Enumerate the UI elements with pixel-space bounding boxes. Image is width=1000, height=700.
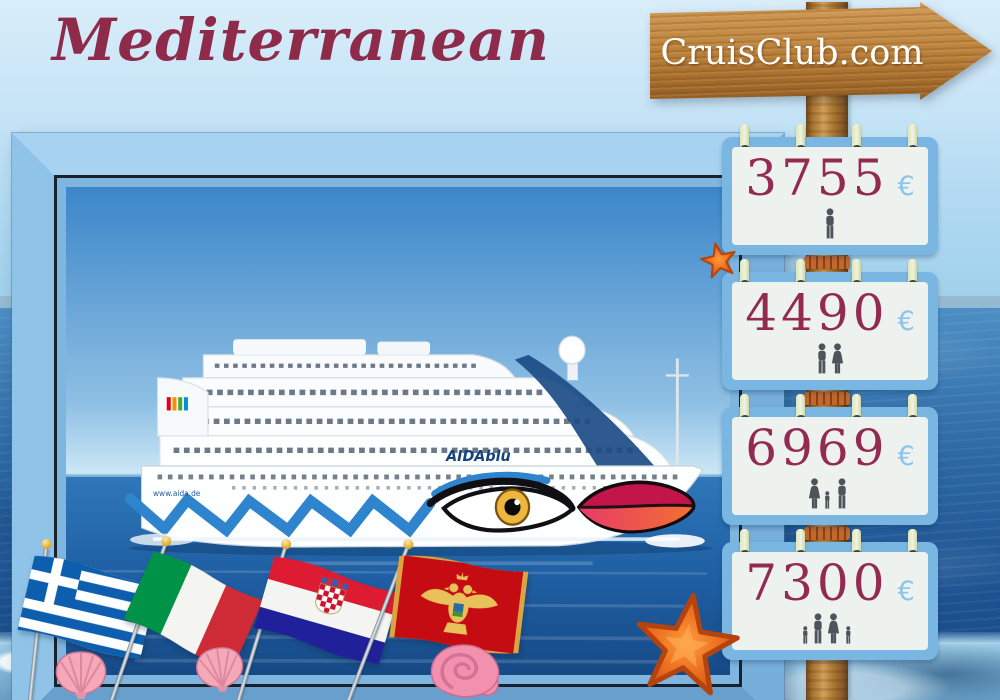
price-sign-4[interactable]: 7300 € (722, 529, 938, 660)
hanging-strap (740, 124, 749, 158)
brand-sign[interactable]: CruisClub.com (650, 2, 992, 104)
euro-currency-label: € (897, 306, 915, 337)
hanging-strap (852, 394, 861, 428)
aida-cruise-ship: AIDAblu www.aida.de (124, 335, 713, 566)
hull-wave-art (124, 492, 436, 538)
rope-binding (804, 392, 850, 405)
ship-url-label: www.aida.de (153, 489, 201, 498)
hanging-strap (740, 529, 749, 563)
wooden-arrow: CruisClub.com (650, 2, 992, 100)
aft-structure (157, 377, 209, 437)
price-amount: 4490 (745, 284, 889, 342)
scallop-shell-icon (55, 651, 107, 699)
scallop-shell-icon (196, 647, 243, 693)
aida-lips-art (576, 480, 696, 534)
euro-currency-label: € (897, 171, 915, 202)
price-amount: 6969 (745, 419, 889, 477)
bow-glass-band (514, 354, 655, 467)
price-amount: 7300 (745, 554, 889, 612)
price-panel: 6969 € (732, 417, 928, 515)
starfish-large-icon (636, 593, 740, 696)
price-panel: 7300 € (732, 552, 928, 650)
croatia-crest (315, 576, 349, 615)
radar-dome (558, 335, 586, 365)
greece-flag-icon (16, 552, 159, 662)
family-3-icon (808, 478, 846, 509)
brand-sign-label: CruisClub.com (660, 33, 924, 73)
hanging-strap (796, 394, 805, 428)
ship-name-label: AIDAblu (445, 448, 511, 465)
hanging-strap (740, 394, 749, 428)
page-title: Mediterranean (52, 6, 550, 74)
family-4-icon (803, 613, 851, 644)
aida-logo (166, 397, 188, 411)
hanging-strap (740, 259, 749, 293)
price-panel: 3755 € (732, 147, 928, 245)
hanging-strap (908, 124, 917, 158)
price-panel: 4490 € (732, 282, 928, 380)
hanging-strap (908, 394, 917, 428)
price-sign-2[interactable]: 4490 € (722, 259, 938, 390)
hanging-strap (796, 124, 805, 158)
rope-binding (804, 256, 850, 269)
price-sign-1[interactable]: 3755 € (722, 124, 938, 255)
person-icon (826, 208, 834, 239)
croatia-flag-icon (253, 553, 401, 667)
euro-currency-label: € (897, 441, 915, 472)
hanging-strap (852, 259, 861, 293)
montenegro-flag-icon (388, 552, 529, 657)
hanging-strap (908, 259, 917, 293)
price-sign-3[interactable]: 6969 € (722, 394, 938, 525)
starfish-small-icon (700, 242, 736, 279)
spiral-shell-icon (430, 644, 500, 698)
price-amount: 3755 (745, 149, 889, 207)
aida-eye-art (426, 471, 576, 533)
hanging-strap (908, 529, 917, 563)
hanging-strap (796, 259, 805, 293)
hanging-strap (852, 124, 861, 158)
hanging-strap (796, 529, 805, 563)
euro-currency-label: € (897, 576, 915, 607)
montenegro-eagle (420, 571, 498, 635)
hanging-strap (852, 529, 861, 563)
couple-icon (817, 343, 843, 374)
photo-frame: AIDAblu www.aida.de (12, 133, 784, 700)
rope-binding (804, 527, 850, 540)
